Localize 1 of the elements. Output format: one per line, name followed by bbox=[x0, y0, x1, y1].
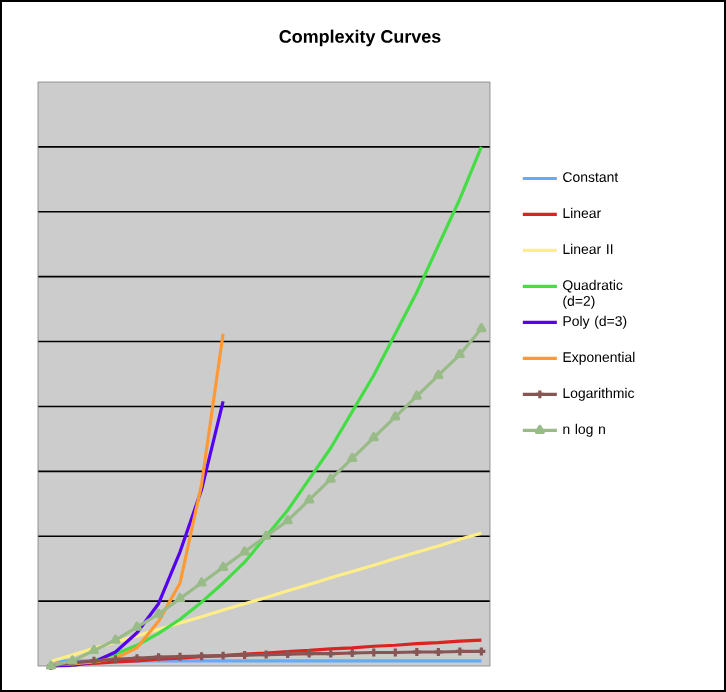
chart-title: Complexity Curves bbox=[279, 29, 441, 47]
